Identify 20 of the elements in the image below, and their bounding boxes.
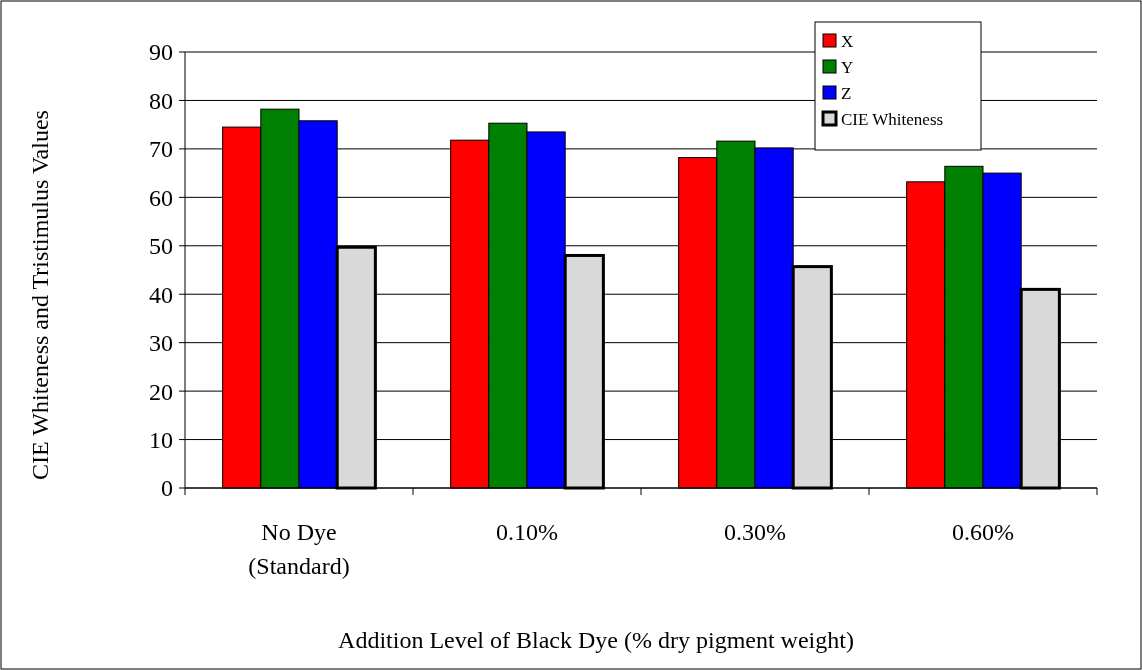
y-axis-title: CIE Whiteness and Tristimulus Values — [27, 110, 53, 480]
x-axis-title: Addition Level of Black Dye (% dry pigment weight) — [338, 627, 854, 653]
y-tick-label: 0 — [161, 475, 173, 502]
y-tick-label: 40 — [149, 281, 173, 308]
y-tick-label: 80 — [149, 87, 173, 114]
legend-label: CIE Whiteness — [841, 109, 944, 129]
y-tick-label: 20 — [149, 378, 173, 405]
legend-label: Z — [841, 83, 852, 103]
y-tick-label: 50 — [149, 233, 173, 260]
y-tick-label: 70 — [149, 136, 173, 163]
x-tick-label: No Dye (Standard) — [248, 519, 350, 579]
legend-label: X — [841, 31, 854, 51]
legend-label: Y — [841, 57, 854, 77]
y-tick-label: 30 — [149, 330, 173, 357]
y-tick-label: 60 — [149, 184, 173, 211]
x-tick-label: 0.60% — [952, 519, 1014, 545]
y-tick-label: 90 — [149, 39, 173, 66]
y-tick-label: 10 — [149, 426, 173, 453]
x-tick-label: 0.10% — [496, 519, 558, 545]
x-tick-label: 0.30% — [724, 519, 786, 545]
